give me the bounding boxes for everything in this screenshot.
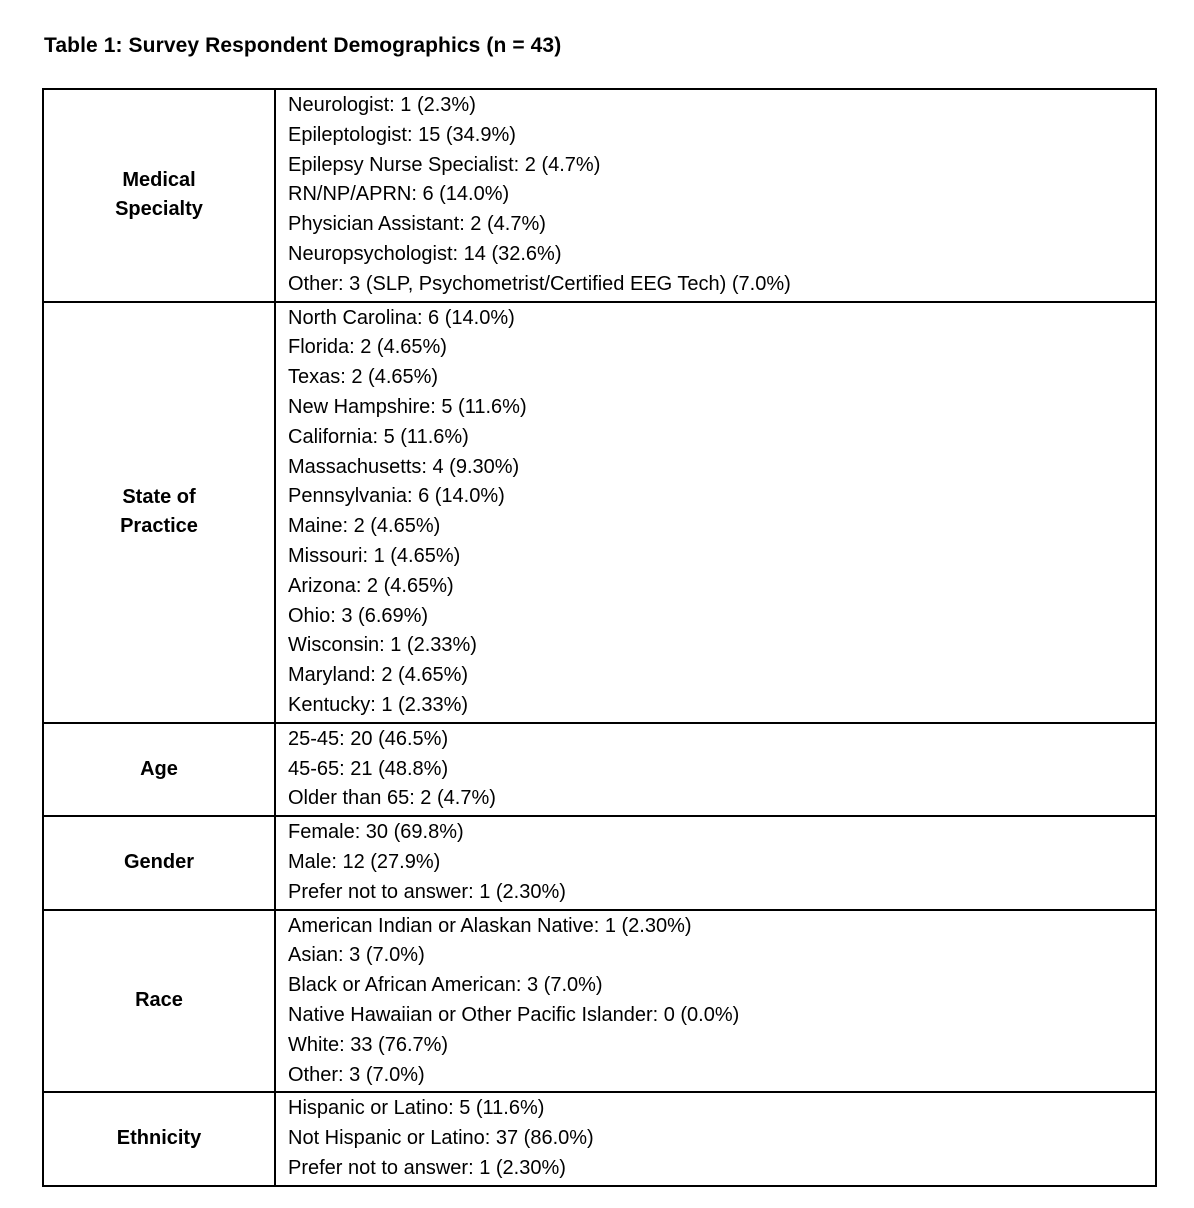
category-cell: Age bbox=[42, 721, 276, 818]
demographic-item: RN/NP/APRN: 6 (14.0%) bbox=[288, 183, 510, 206]
demographic-item: Prefer not to answer: 1 (2.30%) bbox=[288, 880, 566, 903]
values-cell: Neurologist: 1 (2.3%) Epileptologist: 15 … bbox=[274, 88, 1157, 303]
values-cell: North Carolina: 6 (14.0%) Florida: 2 (4.6… bbox=[274, 300, 1157, 724]
table-row: Medical Specialty Neurologist: 1 (2.3%) Ep… bbox=[42, 88, 1157, 303]
values-cell: Female: 30 (69.8%) Male: 12 (27.9%) Prefer… bbox=[274, 815, 1157, 911]
demographic-item: Kentucky: 1 (2.33%) bbox=[288, 693, 469, 716]
demographic-item: Hispanic or Latino: 5 (11.6%) bbox=[288, 1097, 545, 1120]
category-cell: Race bbox=[42, 908, 276, 1094]
demographic-item: American Indian or Alaskan Native: 1 (2.… bbox=[288, 914, 692, 937]
category-cell: State of Practice bbox=[42, 300, 276, 724]
category-cell: Gender bbox=[42, 815, 276, 911]
category-label: Medical Specialty bbox=[115, 168, 203, 221]
demographic-item: Missouri: 1 (4.65%) bbox=[288, 544, 461, 567]
demographic-item: Epileptologist: 15 (34.9%) bbox=[288, 123, 516, 146]
demographics-table-body: Medical Specialty Neurologist: 1 (2.3%) Ep… bbox=[42, 88, 1157, 1187]
table-row: Gender Female: 30 (69.8%) Male: 12 (27.9%)… bbox=[42, 815, 1157, 911]
demographic-item: California: 5 (11.6%) bbox=[288, 425, 469, 448]
category-label: Age bbox=[140, 757, 178, 780]
demographic-item: Other: 3 (7.0%) bbox=[288, 1063, 425, 1086]
demographic-item: White: 33 (76.7%) bbox=[288, 1033, 449, 1056]
demographic-item: Other: 3 (SLP, Psychometrist/Certified E… bbox=[288, 272, 791, 295]
table-row: Race American Indian or Alaskan Native: 1… bbox=[42, 908, 1157, 1094]
demographic-item: Not Hispanic or Latino: 37 (86.0%) bbox=[288, 1127, 594, 1150]
demographic-item: New Hampshire: 5 (11.6%) bbox=[288, 395, 527, 418]
demographic-item: 25-45: 20 (46.5%) bbox=[288, 727, 449, 750]
demographic-item: Prefer not to answer: 1 (2.30%) bbox=[288, 1156, 566, 1179]
demographic-item: Neuropsychologist: 14 (32.6%) bbox=[288, 242, 562, 265]
values-cell: American Indian or Alaskan Native: 1 (2.… bbox=[274, 908, 1157, 1094]
demographic-item: Black or African American: 3 (7.0%) bbox=[288, 974, 603, 997]
demographic-item: Native Hawaiian or Other Pacific Islande… bbox=[288, 1003, 740, 1026]
category-cell: Ethnicity bbox=[42, 1091, 276, 1187]
table-row: Ethnicity Hispanic or Latino: 5 (11.6%) No… bbox=[42, 1091, 1157, 1187]
demographic-item: Wisconsin: 1 (2.33%) bbox=[288, 634, 477, 657]
demographic-item: Massachusetts: 4 (9.30%) bbox=[288, 455, 520, 478]
demographic-item: Florida: 2 (4.65%) bbox=[288, 336, 447, 359]
demographic-item: Maryland: 2 (4.65%) bbox=[288, 664, 469, 687]
demographic-item: Male: 12 (27.9%) bbox=[288, 850, 441, 873]
demographic-item: 45-65: 21 (48.8%) bbox=[288, 757, 449, 780]
category-cell: Medical Specialty bbox=[42, 88, 276, 303]
values-cell: Hispanic or Latino: 5 (11.6%) Not Hispani… bbox=[274, 1091, 1157, 1187]
demographic-item: Older than 65: 2 (4.7%) bbox=[288, 787, 496, 810]
demographics-table: Medical Specialty Neurologist: 1 (2.3%) Ep… bbox=[42, 88, 1157, 1187]
demographic-item: Female: 30 (69.8%) bbox=[288, 821, 464, 844]
category-label: State of Practice bbox=[120, 485, 198, 538]
demographic-item: Epilepsy Nurse Specialist: 2 (4.7%) bbox=[288, 153, 601, 176]
demographic-item: Maine: 2 (4.65%) bbox=[288, 515, 441, 538]
demographic-item: Texas: 2 (4.65%) bbox=[288, 366, 439, 389]
values-cell: 25-45: 20 (46.5%) 45-65: 21 (48.8%) Older … bbox=[274, 721, 1157, 818]
demographic-item: Asian: 3 (7.0%) bbox=[288, 944, 425, 967]
table-title: Table 1: Survey Respondent Demographics … bbox=[44, 34, 562, 57]
demographic-item: Arizona: 2 (4.65%) bbox=[288, 574, 454, 597]
demographic-item: Neurologist: 1 (2.3%) bbox=[288, 94, 476, 116]
table-row: Age 25-45: 20 (46.5%) 45-65: 21 (48.8%) Old… bbox=[42, 721, 1157, 818]
category-label: Race bbox=[135, 989, 183, 1012]
demographic-item: North Carolina: 6 (14.0%) bbox=[288, 306, 515, 329]
table-row: State of Practice North Carolina: 6 (14.0… bbox=[42, 300, 1157, 724]
category-label: Ethnicity bbox=[116, 1127, 202, 1150]
demographic-item: Pennsylvania: 6 (14.0%) bbox=[288, 485, 505, 508]
demographic-item: Physician Assistant: 2 (4.7%) bbox=[288, 213, 546, 236]
category-label: Gender bbox=[123, 851, 195, 874]
demographic-item: Ohio: 3 (6.69%) bbox=[288, 604, 429, 627]
